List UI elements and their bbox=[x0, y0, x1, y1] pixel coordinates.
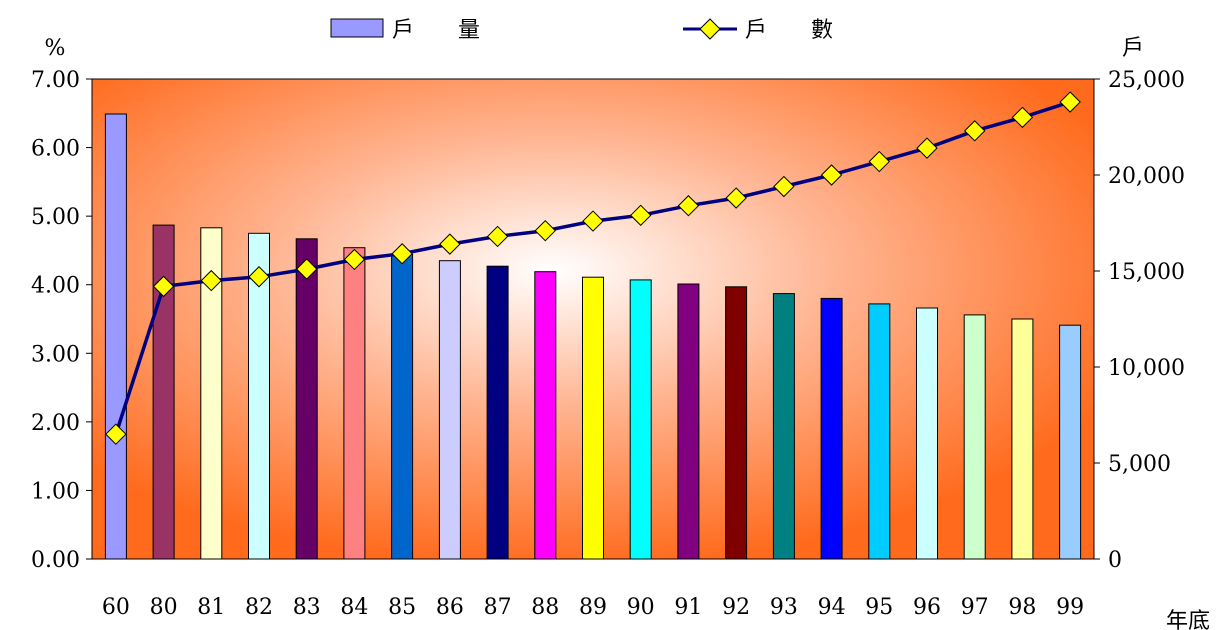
right-tick-label: 5,000 bbox=[1108, 452, 1171, 477]
marker-87 bbox=[486, 225, 509, 248]
marker-93 bbox=[773, 175, 795, 198]
marker-90 bbox=[630, 204, 652, 227]
x-tick-label: 82 bbox=[245, 595, 273, 620]
bar-89 bbox=[582, 276, 604, 560]
marker-86 bbox=[439, 233, 461, 255]
left-tick-label: 3.00 bbox=[31, 342, 80, 367]
x-tick-label: 96 bbox=[913, 595, 941, 620]
bar-84 bbox=[343, 247, 366, 560]
marker-97 bbox=[964, 120, 986, 142]
bar-60 bbox=[104, 113, 127, 560]
left-tick-label: 0.00 bbox=[31, 548, 80, 573]
legend-bar-swatch bbox=[330, 18, 384, 38]
x-tick-label: 97 bbox=[961, 595, 989, 620]
x-tick-label: 83 bbox=[293, 595, 321, 620]
right-tick-label: 20,000 bbox=[1108, 164, 1185, 189]
bar-99 bbox=[1059, 324, 1082, 560]
bar-93 bbox=[772, 293, 795, 560]
marker-98 bbox=[1011, 106, 1034, 129]
x-tick-label: 88 bbox=[531, 595, 559, 620]
markers-layer bbox=[105, 91, 1081, 445]
left-tick-label: 5.00 bbox=[31, 205, 80, 230]
x-tick-label: 94 bbox=[818, 595, 846, 620]
x-axis-ticks: 60 80 81 82 83 84 85 86 87 88 89 90 91 92 93 94 95 96 97 98… bbox=[102, 595, 1084, 620]
left-tick-label: 2.00 bbox=[31, 411, 80, 436]
bar-86 bbox=[438, 260, 461, 560]
right-tick-label: 15,000 bbox=[1108, 260, 1185, 285]
left-axis-ticks: 0.00 1.00 2.00 3.00 4.00 5.00 6.00 7.00 bbox=[31, 68, 92, 573]
left-tick-label: 1.00 bbox=[31, 479, 80, 504]
legend-line-marker bbox=[699, 18, 721, 40]
marker-91 bbox=[677, 195, 700, 217]
x-tick-label: 85 bbox=[388, 595, 416, 620]
x-tick-label: 92 bbox=[722, 595, 750, 620]
marker-99 bbox=[1059, 91, 1081, 113]
marker-95 bbox=[868, 150, 890, 173]
legend-bar-label: 戶 量 bbox=[392, 18, 480, 43]
bar-98 bbox=[1011, 318, 1034, 560]
marker-85 bbox=[391, 243, 413, 265]
marker-89 bbox=[582, 210, 604, 232]
bar-85 bbox=[391, 254, 414, 560]
bar-81 bbox=[200, 227, 223, 560]
x-axis-label: 年底 bbox=[1166, 609, 1210, 630]
x-tick-label: 87 bbox=[484, 595, 512, 620]
left-tick-label: 6.00 bbox=[31, 137, 80, 162]
bar-83 bbox=[295, 238, 318, 560]
bar-96 bbox=[916, 307, 938, 560]
x-tick-label: 81 bbox=[197, 595, 225, 620]
marker-80 bbox=[152, 275, 175, 298]
bar-95 bbox=[868, 303, 891, 560]
x-tick-label: 95 bbox=[865, 595, 893, 620]
bar-88 bbox=[534, 271, 557, 560]
x-tick-label: 89 bbox=[579, 595, 607, 620]
right-tick-label: 10,000 bbox=[1108, 356, 1185, 381]
bars-layer bbox=[104, 113, 1082, 560]
bar-82 bbox=[248, 232, 270, 560]
marker-81 bbox=[200, 269, 222, 292]
marker-83 bbox=[296, 258, 318, 280]
x-tick-label: 80 bbox=[150, 595, 178, 620]
legend: 戶 量 戶 數 bbox=[330, 18, 833, 43]
bar-80 bbox=[152, 224, 175, 560]
marker-88 bbox=[534, 219, 556, 242]
right-tick-label: 25,000 bbox=[1108, 68, 1185, 93]
legend-line-label: 戶 數 bbox=[745, 18, 833, 43]
x-tick-label: 91 bbox=[674, 595, 702, 620]
right-axis-ticks: 0 5,000 10,000 15,000 20,000 25,000 bbox=[1094, 68, 1185, 573]
right-tick-label: 0 bbox=[1108, 548, 1122, 573]
right-axis-unit: 戶 bbox=[1122, 36, 1144, 61]
bar-87 bbox=[486, 265, 509, 560]
marker-94 bbox=[820, 164, 843, 186]
marker-84 bbox=[343, 248, 366, 271]
marker-60 bbox=[105, 423, 127, 445]
x-tick-label: 93 bbox=[770, 595, 798, 620]
marker-96 bbox=[916, 137, 938, 159]
x-tick-label: 60 bbox=[102, 595, 130, 620]
bar-92 bbox=[725, 286, 748, 560]
left-axis-unit: % bbox=[45, 36, 66, 61]
x-tick-label: 86 bbox=[436, 595, 464, 620]
x-tick-label: 98 bbox=[1008, 595, 1036, 620]
bar-97 bbox=[963, 314, 986, 560]
x-tick-label: 90 bbox=[627, 595, 655, 620]
bar-94 bbox=[820, 297, 843, 560]
left-tick-label: 7.00 bbox=[31, 68, 80, 93]
marker-82 bbox=[248, 266, 270, 288]
x-tick-label: 84 bbox=[340, 595, 368, 620]
x-tick-label: 99 bbox=[1056, 595, 1084, 620]
marker-92 bbox=[725, 187, 747, 209]
left-tick-label: 4.00 bbox=[31, 274, 80, 299]
bar-91 bbox=[677, 283, 700, 560]
bar-90 bbox=[629, 279, 652, 560]
